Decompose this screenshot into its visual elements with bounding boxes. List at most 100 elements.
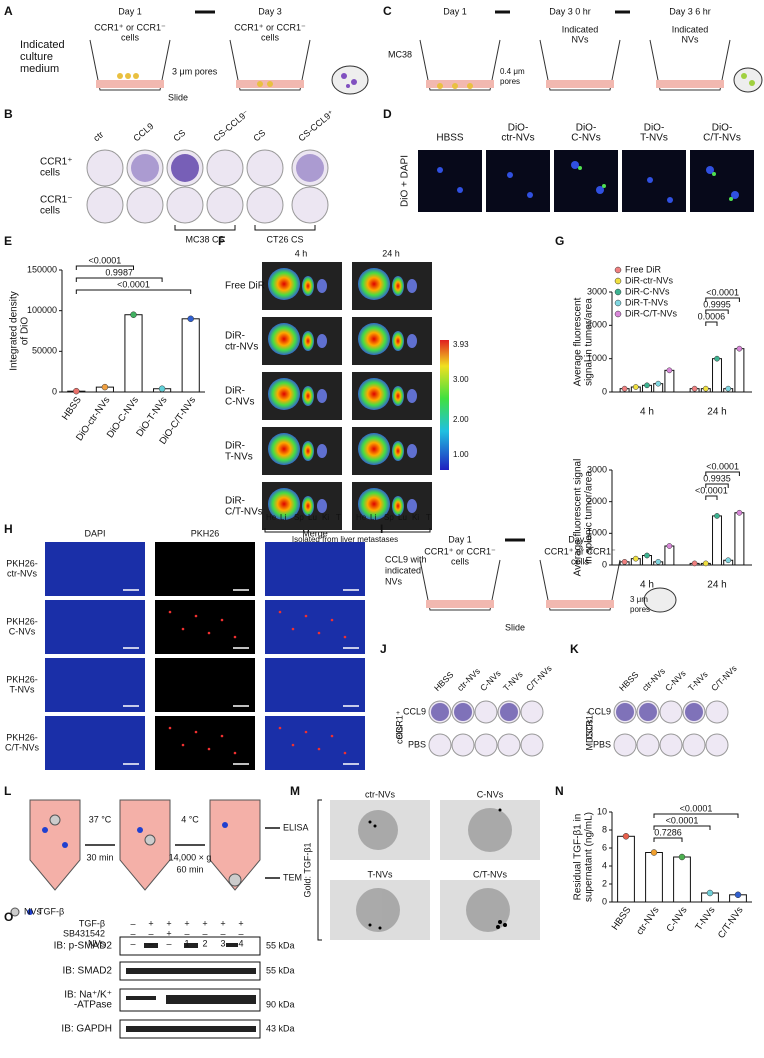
panel-letter: J [380,642,387,656]
label: He [356,513,367,522]
label: TGF-β [79,918,105,928]
bar-dot [655,380,662,387]
label: C-NVs [9,626,36,636]
label: ctr-NVs [455,666,482,693]
bar-dot [734,891,742,899]
label: SB431542 [63,928,105,938]
label: NVs [24,906,42,916]
significance-bracket [705,483,729,488]
plate [206,186,244,224]
signal [317,279,327,293]
label: cells [40,206,60,217]
bar-dot [691,385,698,392]
signal [317,444,327,458]
bar-dot [621,385,628,392]
label: 2.00 [453,415,469,424]
label: C/T-NVs [5,742,40,752]
legend-marker [614,288,622,296]
panel-letter: D [383,107,392,121]
y-axis-label: Average fluorescent [573,297,584,386]
pkh26-dot [233,751,237,755]
label: cells [394,726,404,745]
legend-label: DiR-T-NVs [625,297,668,307]
y-tick-label: 1000 [587,353,607,363]
pkh26-dot [317,747,321,751]
y-tick-label: 4 [602,860,607,870]
label: T-NVs [9,684,35,694]
label: Day 1 [118,6,142,16]
plate [86,149,124,187]
bar [712,515,722,566]
plate [613,733,637,757]
micrograph [155,542,255,596]
pkh26-dot [291,627,295,631]
signal [268,323,300,355]
panel-letter: F [218,234,225,248]
bar-dot [632,555,639,562]
legend-marker [614,310,622,318]
label: 3.00 [453,375,469,384]
signal [407,389,417,403]
label: Lu [398,513,407,522]
stain [171,154,199,182]
label: – [238,928,243,938]
label: T [336,513,341,522]
bar-dot [158,385,166,392]
plate [520,700,544,724]
pkh26-dot [304,730,308,734]
label: DiR- [225,496,245,507]
y-tick-label: 3000 [587,464,607,474]
label: DiO- [508,123,529,134]
p-value: <0.0001 [117,279,150,289]
p-value: <0.0001 [89,255,122,265]
significance-bracket [75,265,134,270]
label: CCL9 [403,706,426,716]
label: + [148,918,153,928]
label: CT26 CS [266,234,303,244]
signal [392,331,404,351]
label: Free DiR [225,281,265,292]
label: CCR1⁺ or CCR1⁻ [234,22,306,32]
x-tick-label: 4 h [640,580,654,591]
label: CCR1⁺ or CCR1⁻ [544,546,616,556]
plate [246,149,284,187]
signal [407,499,417,513]
y-tick-label: 0 [602,386,607,396]
signal [392,441,404,461]
stain [431,703,449,721]
label: 2 [202,938,207,948]
signal [302,276,314,296]
pkh26-dot [304,614,308,618]
y-axis-label: of DiO [20,317,31,346]
label: Gold: TGF-β1 [302,842,312,897]
y-tick-label: 150000 [27,264,57,274]
bar-dot [622,833,630,840]
micrograph [45,658,145,712]
bar-dot [706,889,714,897]
signal [358,323,390,355]
bar-dot [736,509,743,516]
label: DiO- [712,123,733,134]
plate [705,733,729,757]
x-tick-label: 4 h [640,407,654,418]
label: MDSCs [584,719,594,750]
signal [358,433,390,465]
label: culture [20,51,53,63]
panel-letter: N [555,784,564,798]
bar-dot [655,558,662,565]
label: Day 1 [448,534,472,544]
label: CCR1⁺ [584,710,594,740]
label: Day 3 [258,6,282,16]
panel-letter: L [4,784,11,798]
y-tick-label: 0 [602,896,607,906]
label: CCL9 [131,121,155,143]
label: DiR- [225,441,245,452]
label: Isolated from liver metastases [292,535,398,544]
pkh26-dot [168,726,172,730]
bar [673,856,691,903]
y-tick-label: 2000 [587,320,607,330]
significance-bracket [653,837,683,842]
plate [659,733,683,757]
label: TEM [283,872,302,882]
